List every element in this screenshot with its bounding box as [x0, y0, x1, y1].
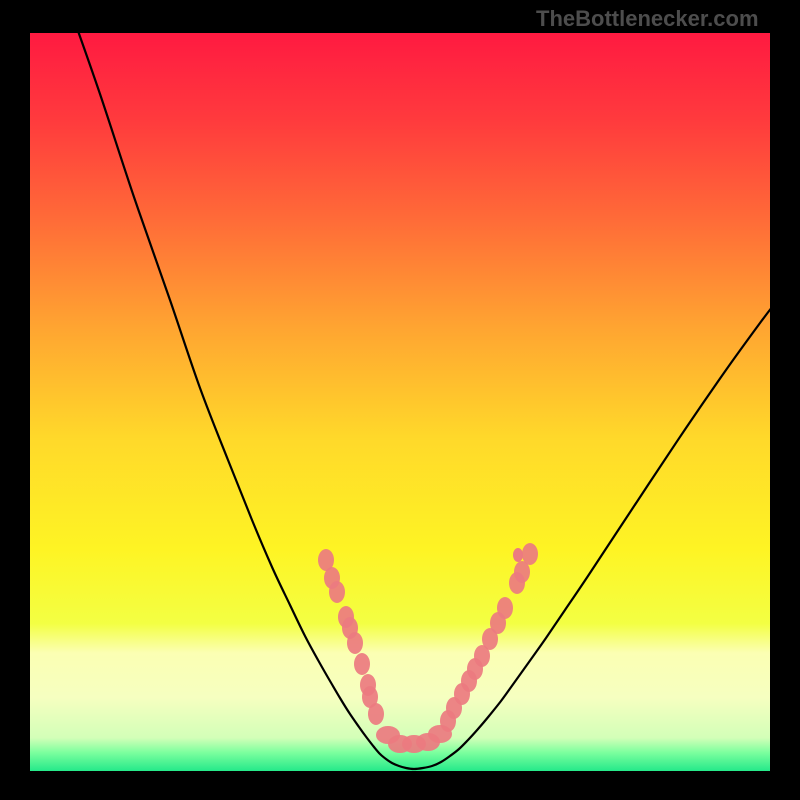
chart-stage: TheBottlenecker.com [0, 0, 800, 800]
marker-point [354, 653, 370, 675]
marker-point [513, 548, 523, 562]
markers-right-branch [440, 543, 538, 732]
bottleneck-v-curve [72, 14, 776, 769]
marker-point [368, 703, 384, 725]
watermark-label: TheBottlenecker.com [536, 6, 759, 32]
marker-point [428, 725, 452, 743]
curve-overlay [0, 0, 800, 800]
marker-point [329, 581, 345, 603]
markers-left-branch [318, 549, 384, 725]
marker-point [497, 597, 513, 619]
markers-trough [376, 725, 452, 753]
marker-point [347, 632, 363, 654]
marker-point [522, 543, 538, 565]
marker-outlier [513, 548, 523, 562]
